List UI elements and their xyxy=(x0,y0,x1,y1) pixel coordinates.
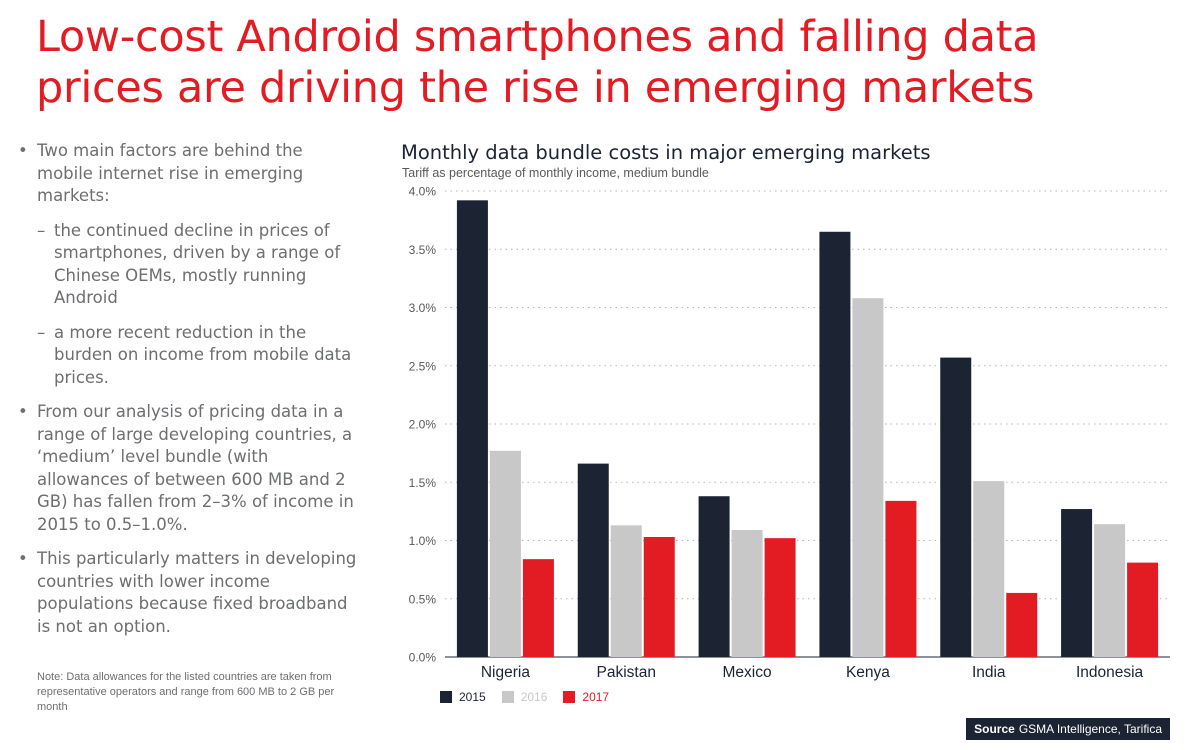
x-tick-label: India xyxy=(972,664,1006,681)
bar-2015-indonesia xyxy=(1061,509,1093,657)
sub-bullet-data-prices: a more recent reduction in the burden on… xyxy=(18,322,363,390)
bullet-list: Two main factors are behind the mobile i… xyxy=(18,140,363,650)
legend-swatch-2017 xyxy=(563,691,576,703)
footnote: Note: Data allowances for the listed cou… xyxy=(37,671,335,713)
bullet-pricing-analysis: From our analysis of pricing data in a r… xyxy=(18,401,363,536)
y-tick-label: 2.0% xyxy=(409,418,437,432)
bar-2017-indonesia xyxy=(1127,562,1159,657)
legend-label-2016: 2016 xyxy=(520,690,548,704)
y-tick-label: 3.5% xyxy=(409,243,437,257)
x-tick-label: Indonesia xyxy=(1076,664,1144,681)
y-tick-label: 0.5% xyxy=(409,592,437,606)
x-tick-label: Kenya xyxy=(846,664,890,681)
y-tick-label: 1.5% xyxy=(409,476,437,490)
bar-2015-nigeria xyxy=(456,200,488,657)
bar-2017-pakistan xyxy=(643,537,675,657)
y-tick-label: 0.0% xyxy=(409,651,437,665)
bar-2016-pakistan xyxy=(610,525,642,657)
x-tick-label: Pakistan xyxy=(597,664,656,681)
source-label: Source xyxy=(974,722,1015,736)
y-tick-label: 1.0% xyxy=(409,534,437,548)
bar-2017-mexico xyxy=(764,538,796,657)
bullet-fixed-broadband: This particularly matters in developing … xyxy=(18,548,363,638)
bar-2015-india xyxy=(940,357,972,657)
bar-2016-mexico xyxy=(731,530,763,657)
source-badge: Source GSMA Intelligence, Tarifica xyxy=(966,718,1170,740)
legend-swatch-2015 xyxy=(440,691,452,703)
legend-item-2017: 2017 xyxy=(563,690,609,704)
legend-swatch-2016 xyxy=(501,691,514,703)
legend-item-2015: 2015 xyxy=(440,690,486,704)
sub-bullet-smartphone-prices: the continued decline in prices of smart… xyxy=(18,220,363,310)
y-tick-label: 3.0% xyxy=(409,301,437,315)
bar-2016-nigeria xyxy=(489,450,521,657)
x-tick-label: Mexico xyxy=(723,664,772,681)
source-text: GSMA Intelligence, Tarifica xyxy=(1018,722,1162,736)
headline-line-2: prices are driving the rise in emerging … xyxy=(36,63,1035,113)
bar-2016-india xyxy=(973,481,1005,657)
bar-2015-kenya xyxy=(819,231,851,657)
chart-subtitle: Tariff as percentage of monthly income, … xyxy=(402,166,709,180)
chart-title: Monthly data bundle costs in major emerg… xyxy=(401,141,931,164)
y-tick-label: 2.5% xyxy=(409,359,437,373)
page-headline: Low-cost Android smartphones and falling… xyxy=(36,12,1156,114)
bar-2017-india xyxy=(1006,592,1038,657)
bullet-main-factors: Two main factors are behind the mobile i… xyxy=(18,140,363,208)
legend-label-2017: 2017 xyxy=(582,690,610,704)
y-tick-label: 4.0% xyxy=(409,185,437,199)
x-tick-label: Nigeria xyxy=(481,664,530,681)
legend-label-2015: 2015 xyxy=(459,690,486,704)
chart-legend: 2015 2016 2017 xyxy=(440,690,625,704)
bar-2017-nigeria xyxy=(522,559,554,657)
bar-2016-kenya xyxy=(852,298,884,657)
bar-2017-kenya xyxy=(885,500,917,657)
bar-2015-mexico xyxy=(698,496,730,657)
legend-item-2016: 2016 xyxy=(501,690,548,704)
bar-2016-indonesia xyxy=(1094,524,1126,657)
bar-2015-pakistan xyxy=(577,463,609,657)
headline-line-1: Low-cost Android smartphones and falling… xyxy=(36,12,1039,62)
